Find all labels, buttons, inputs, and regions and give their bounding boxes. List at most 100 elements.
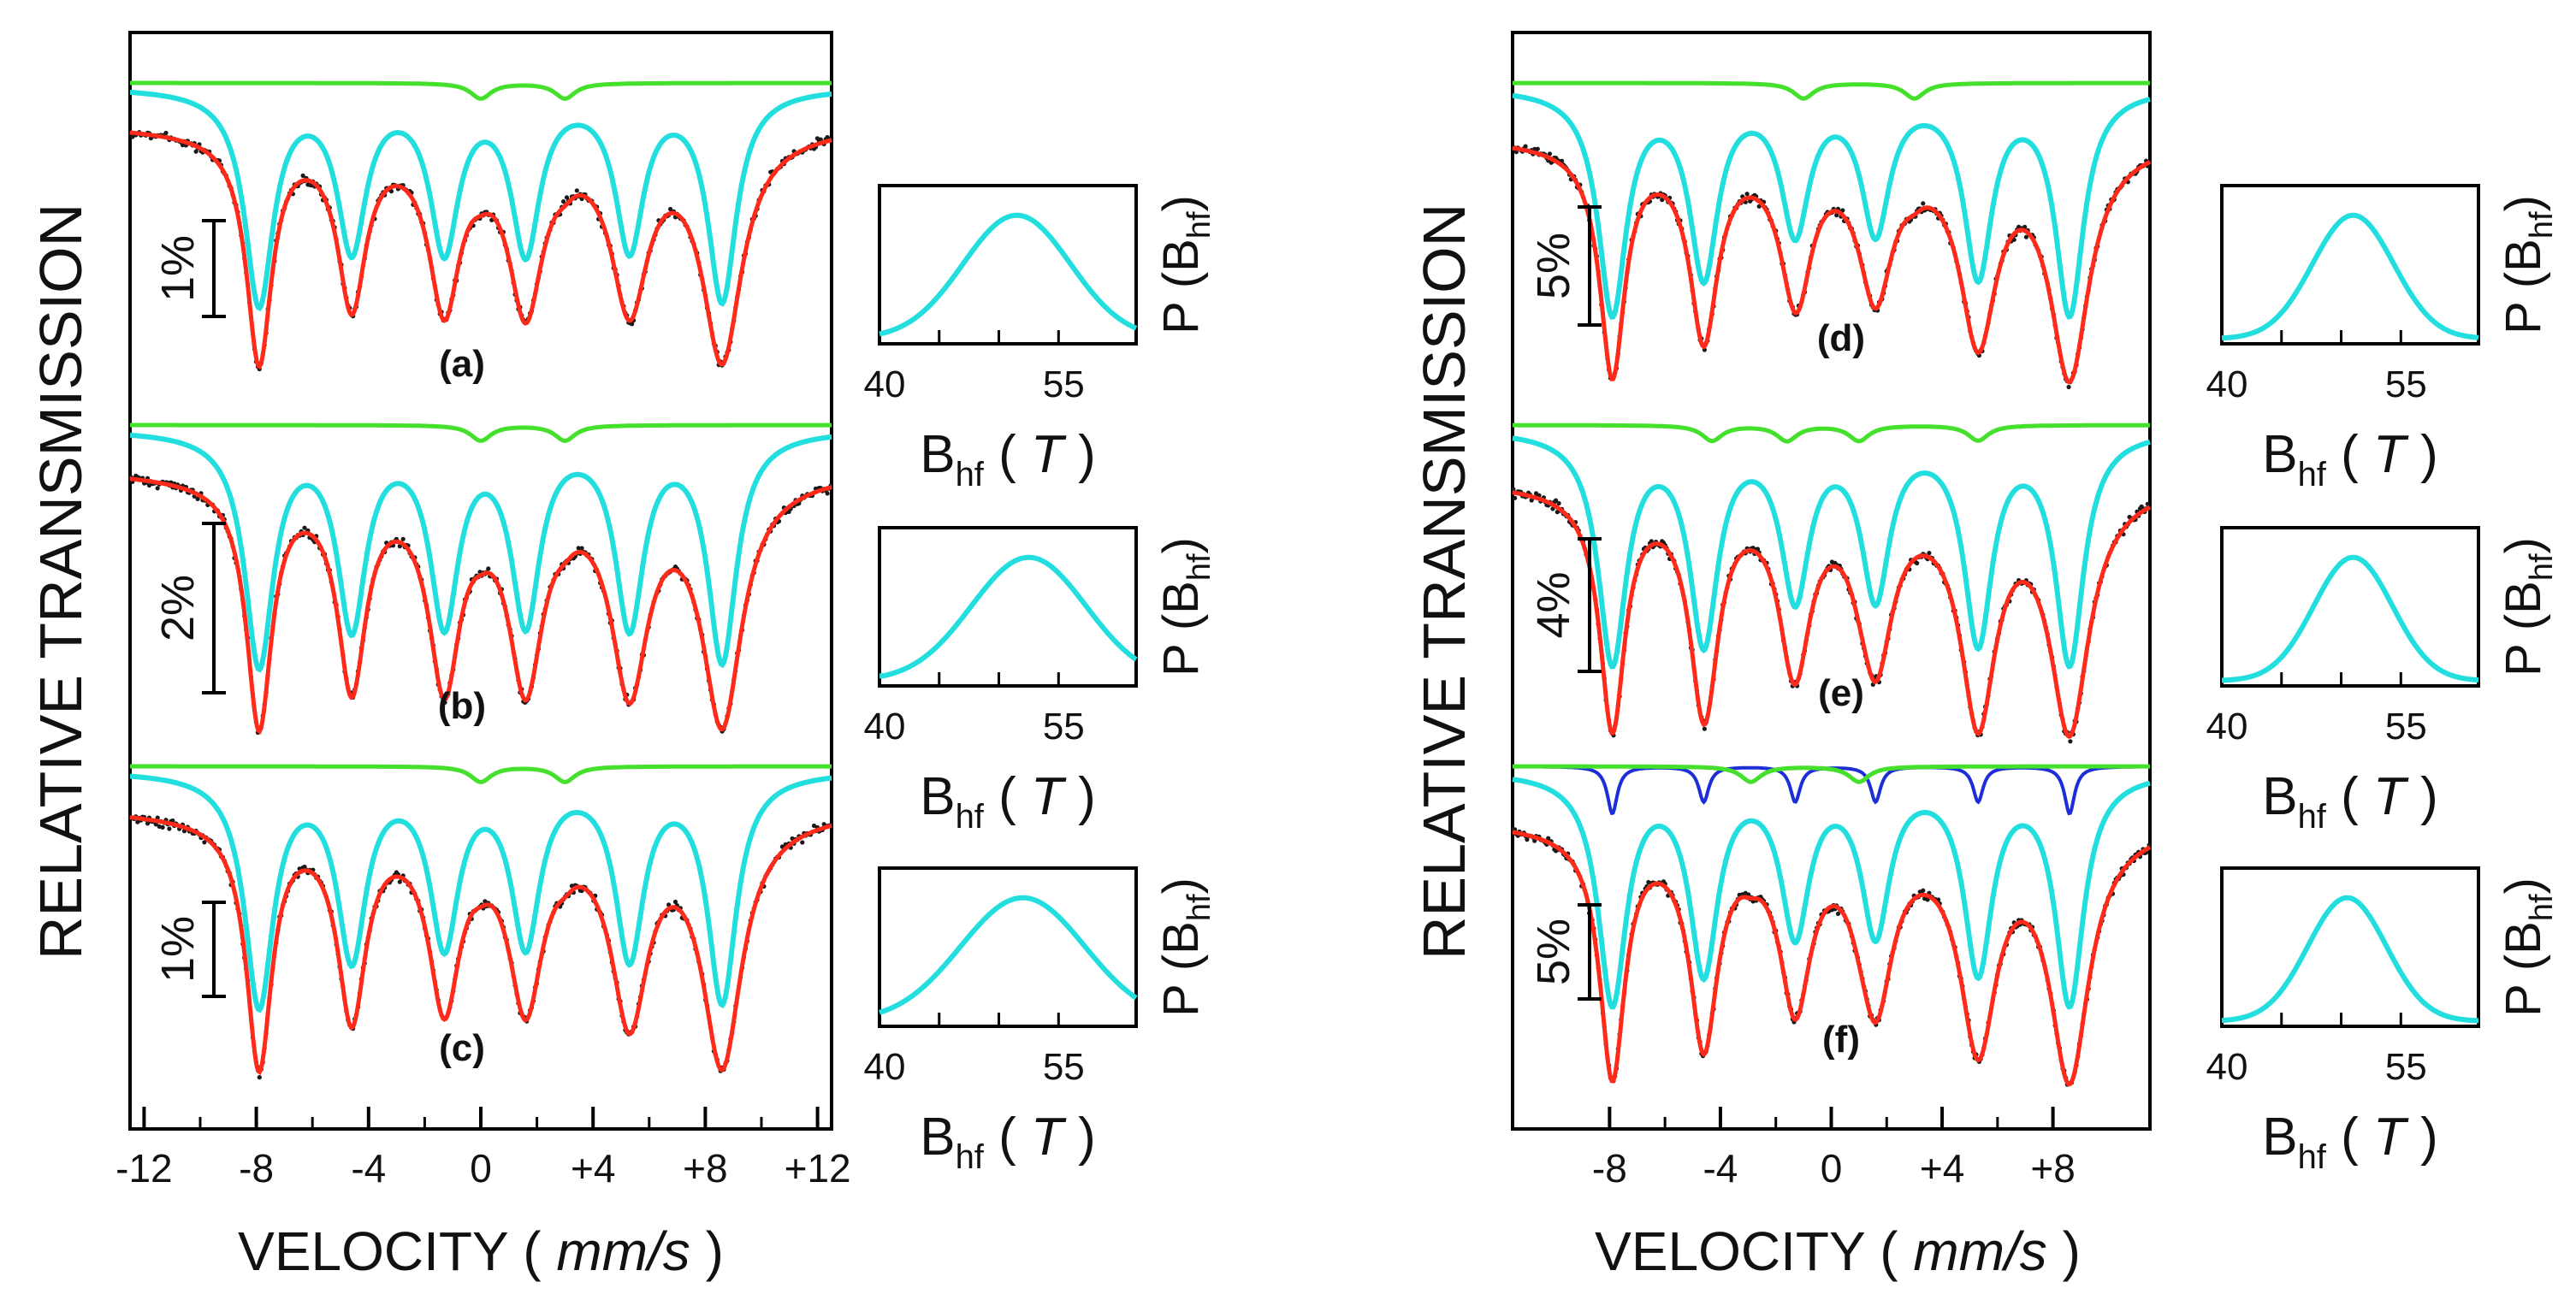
inset-distribution-line-f — [2221, 895, 2478, 1024]
left-xlabel-main: VELOCITY ( — [238, 1220, 556, 1282]
inset-frame-d — [2220, 184, 2480, 346]
spectrum-a: 1% (a) — [128, 80, 833, 385]
xtick-label: 0 — [1821, 1146, 1843, 1191]
data-point — [800, 840, 805, 845]
inset-ylabel-part: hf — [2524, 553, 2560, 581]
inset-distribution-line-d — [2221, 212, 2479, 341]
xtick-label: 0 — [470, 1146, 492, 1191]
inset-xtick-label: 40 — [2206, 706, 2248, 748]
data-point — [1921, 888, 1926, 893]
right-ylabel: RELATIVE TRANSMISSION — [1411, 204, 1477, 960]
data-point — [163, 130, 169, 136]
data-point — [672, 899, 678, 905]
inset-ylabel-part: hf — [2524, 894, 2560, 921]
left-xlabel-close: ) — [690, 1220, 724, 1282]
right-xlabel-main: VELOCITY ( — [1595, 1220, 1913, 1282]
right-xlabel: VELOCITY ( mm/s ) — [1595, 1220, 2081, 1282]
right-xticks: -8 -4 0 +4 +8 — [1592, 1107, 2076, 1191]
data-point — [155, 486, 160, 491]
data-point — [145, 821, 151, 826]
inset-ylabel-part: P (B — [2496, 921, 2551, 1017]
data-point — [1921, 201, 1926, 206]
xtick-label: -4 — [1703, 1146, 1738, 1191]
xtick-label: +8 — [683, 1146, 727, 1191]
inset-ylabel: P (Bhf) — [1153, 537, 1217, 677]
data-point — [561, 199, 566, 204]
inset-ylabel-part: P (B — [2496, 581, 2551, 677]
data-point — [397, 879, 402, 884]
xtick-label: +12 — [785, 1146, 851, 1191]
inset-xtick-label: 40 — [864, 1046, 906, 1088]
data-point — [160, 824, 165, 830]
data-point — [2023, 234, 2028, 239]
subplot-label-d: (d) — [1817, 317, 1865, 359]
inset-ylabel: P (Bhf) — [2496, 878, 2560, 1017]
left-xticks: -12 -8 -4 0 +4 +8 +12 — [115, 1107, 851, 1191]
inset-ylabel-part: hf — [1181, 553, 1217, 581]
fit-total-line-a — [129, 130, 832, 370]
data-point — [146, 482, 152, 488]
inset-xlabel-part: ( — [2326, 425, 2373, 484]
inset-xtick-label: 55 — [2385, 1046, 2427, 1088]
inset-xtick-label: 40 — [864, 706, 906, 748]
inset-xlabel-part: B — [2262, 1108, 2297, 1167]
inset-xlabel-part: T — [2373, 767, 2409, 826]
sextet-distribution-line-c — [129, 773, 832, 1013]
xtick-label: -8 — [1592, 1146, 1627, 1191]
data-point — [811, 823, 817, 829]
spectrum-f: 5% (f) — [1511, 764, 2152, 1087]
doublet-line-a — [130, 80, 832, 101]
inset-xlabel-part: hf — [2298, 798, 2327, 836]
inset-distribution-line-e — [2222, 554, 2479, 683]
inset-xtick-label: 40 — [2206, 1046, 2248, 1088]
inset-distribution-line-c — [879, 895, 1138, 1015]
fit-total-line-f — [1512, 830, 2152, 1087]
scale-bar-label-e: 4% — [1528, 571, 1579, 638]
fit-total-line-d — [1512, 145, 2152, 385]
inset-ylabel-part: P (B — [1153, 921, 1209, 1017]
inset-ylabel-part: ) — [1153, 537, 1209, 553]
inset-xlabel-part: B — [2262, 767, 2297, 826]
data-point — [1513, 495, 1518, 500]
scale-bar-label-f: 5% — [1528, 919, 1579, 985]
inset-xlabel-part: hf — [2298, 1138, 2327, 1176]
data-point — [2068, 739, 2073, 744]
inset-xlabel: Bhf ( T ) — [920, 425, 1096, 493]
inset-xtick-label: 40 — [864, 363, 906, 405]
left-xlabel-unit: mm/s — [556, 1220, 690, 1282]
inset-xlabel-part: hf — [956, 456, 985, 493]
inset-ylabel-part: ) — [2496, 537, 2551, 553]
inset-ylabel-part: P (B — [1153, 239, 1209, 334]
inset-ylabel-part: P (B — [1153, 581, 1209, 677]
inset-frame-a — [878, 184, 1138, 346]
inset-xlabel-part: ( — [984, 1108, 1031, 1167]
sextet-distribution-line-d — [1512, 92, 2151, 320]
data-point — [1702, 726, 1707, 731]
sextet-distribution-line-b — [129, 432, 832, 673]
xtick-label: +8 — [2030, 1146, 2075, 1191]
spectrum-d: 5% (d) — [1511, 80, 2152, 390]
inset-frame-c — [878, 866, 1138, 1028]
inset-xlabel-part: T — [2373, 1108, 2409, 1167]
inset-ylabel-part: ) — [2496, 195, 2551, 211]
data-point — [1835, 911, 1841, 916]
subplot-label-f: (f) — [1822, 1019, 1860, 1061]
inset-xtick-label: 55 — [1043, 706, 1085, 748]
inset-xtick-label: 55 — [1043, 1046, 1085, 1088]
inset-xlabel-part: ( — [984, 425, 1031, 484]
data-point — [257, 1075, 262, 1080]
subplot-label-e: (e) — [1818, 672, 1864, 714]
inset-distribution-line-a — [879, 212, 1138, 337]
data-point — [1554, 498, 1559, 503]
fit-total-line-e — [1512, 490, 2152, 739]
inset-xlabel: Bhf ( T ) — [920, 767, 1096, 836]
scale-bar-label-d: 5% — [1528, 233, 1579, 299]
inset-xlabel-part: B — [920, 1108, 955, 1167]
subplot-label-b: (b) — [438, 685, 486, 727]
inset-xlabel-part: hf — [2298, 456, 2327, 493]
inset-ylabel-part: ) — [1153, 195, 1209, 211]
data-point — [167, 826, 172, 831]
